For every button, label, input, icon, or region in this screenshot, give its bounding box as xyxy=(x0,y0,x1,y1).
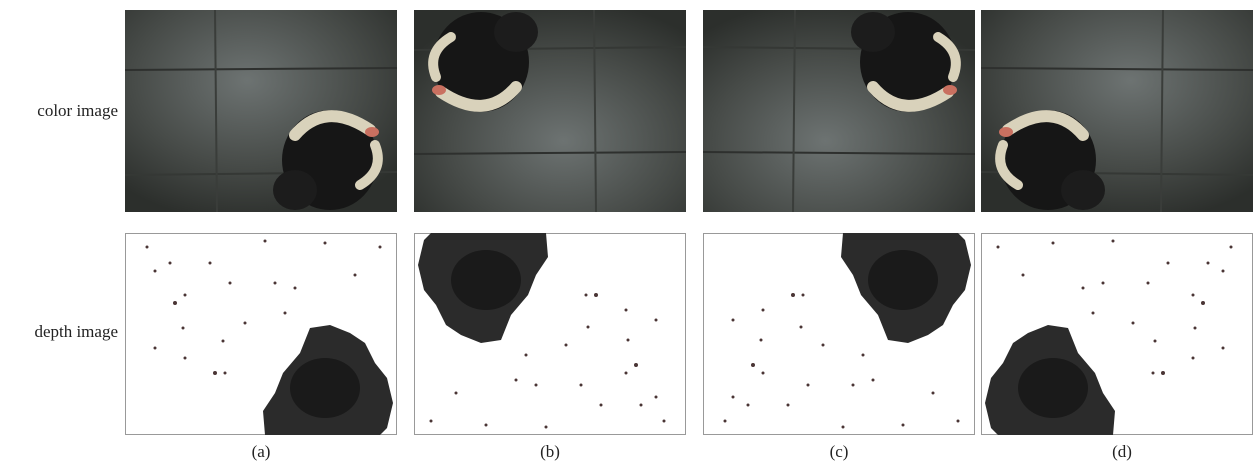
color-image xyxy=(981,10,1253,212)
color-image xyxy=(125,10,397,212)
panel-label: (a) xyxy=(252,442,271,461)
color-image xyxy=(414,10,686,212)
depth-image xyxy=(126,234,397,436)
panel-label: (c) xyxy=(830,442,849,461)
figure: color image depth image (a) (b) (c) (d) xyxy=(0,0,1253,467)
depth-image xyxy=(704,233,975,435)
panel-label: (d) xyxy=(1112,442,1132,461)
depth-image xyxy=(982,234,1253,436)
depth-image xyxy=(415,233,686,435)
panel-label: (b) xyxy=(540,442,560,461)
row-label: color image xyxy=(37,101,118,120)
row-label: depth image xyxy=(34,322,118,341)
color-image xyxy=(703,10,975,212)
